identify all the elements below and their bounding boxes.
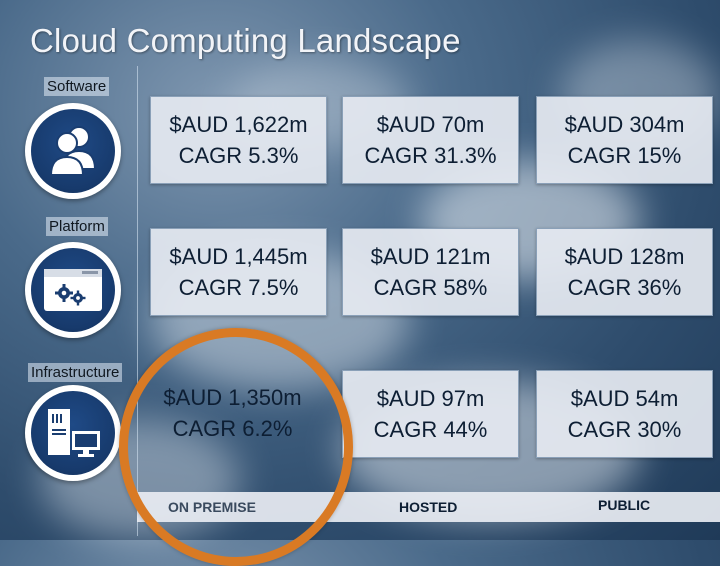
users-icon (49, 126, 97, 176)
column-label-hosted: HOSTED (399, 499, 458, 515)
cagr-value: CAGR 5.3% (178, 143, 299, 168)
cagr-value: CAGR 44% (373, 417, 488, 442)
cagr-value: CAGR 58% (373, 275, 488, 300)
cell-platform-on-premise: $AUD 1,445m CAGR 7.5% (150, 228, 327, 316)
market-value: $AUD 54m (570, 385, 679, 411)
server-monitor-icon (48, 409, 100, 457)
cagr-value: CAGR 31.3% (364, 143, 497, 168)
cell-software-public: $AUD 304m CAGR 15% (536, 96, 713, 184)
row-header-divider (137, 66, 138, 536)
platform-icon-badge (25, 242, 121, 338)
market-value: $AUD 1,445m (169, 243, 308, 269)
infrastructure-icon-badge (25, 385, 121, 481)
cell-infrastructure-hosted: $AUD 97m CAGR 44% (342, 370, 519, 458)
cagr-value: CAGR 36% (567, 275, 682, 300)
slide-title: Cloud Computing Landscape (30, 22, 461, 59)
cell-software-hosted: $AUD 70m CAGR 31.3% (342, 96, 519, 184)
market-value: $AUD 304m (564, 111, 685, 137)
highlight-ring (119, 328, 353, 566)
column-label-public: PUBLIC (598, 497, 651, 513)
market-value: $AUD 121m (370, 243, 491, 269)
cagr-value: CAGR 7.5% (178, 275, 299, 300)
cell-infrastructure-public: $AUD 54m CAGR 30% (536, 370, 713, 458)
market-value: $AUD 70m (376, 111, 485, 137)
cagr-value: CAGR 15% (567, 143, 682, 168)
row-label-software: Software (44, 77, 110, 96)
cagr-value: CAGR 30% (567, 417, 682, 442)
row-label-platform: Platform (46, 217, 108, 236)
market-value: $AUD 1,622m (169, 111, 308, 137)
browser-gears-icon (44, 269, 102, 311)
cell-platform-public: $AUD 128m CAGR 36% (536, 228, 713, 316)
cell-platform-hosted: $AUD 121m CAGR 58% (342, 228, 519, 316)
software-icon-badge (25, 103, 121, 199)
market-value: $AUD 97m (376, 385, 485, 411)
row-label-infrastructure: Infrastructure (28, 363, 123, 382)
market-value: $AUD 128m (564, 243, 685, 269)
cell-software-on-premise: $AUD 1,622m CAGR 5.3% (150, 96, 327, 184)
